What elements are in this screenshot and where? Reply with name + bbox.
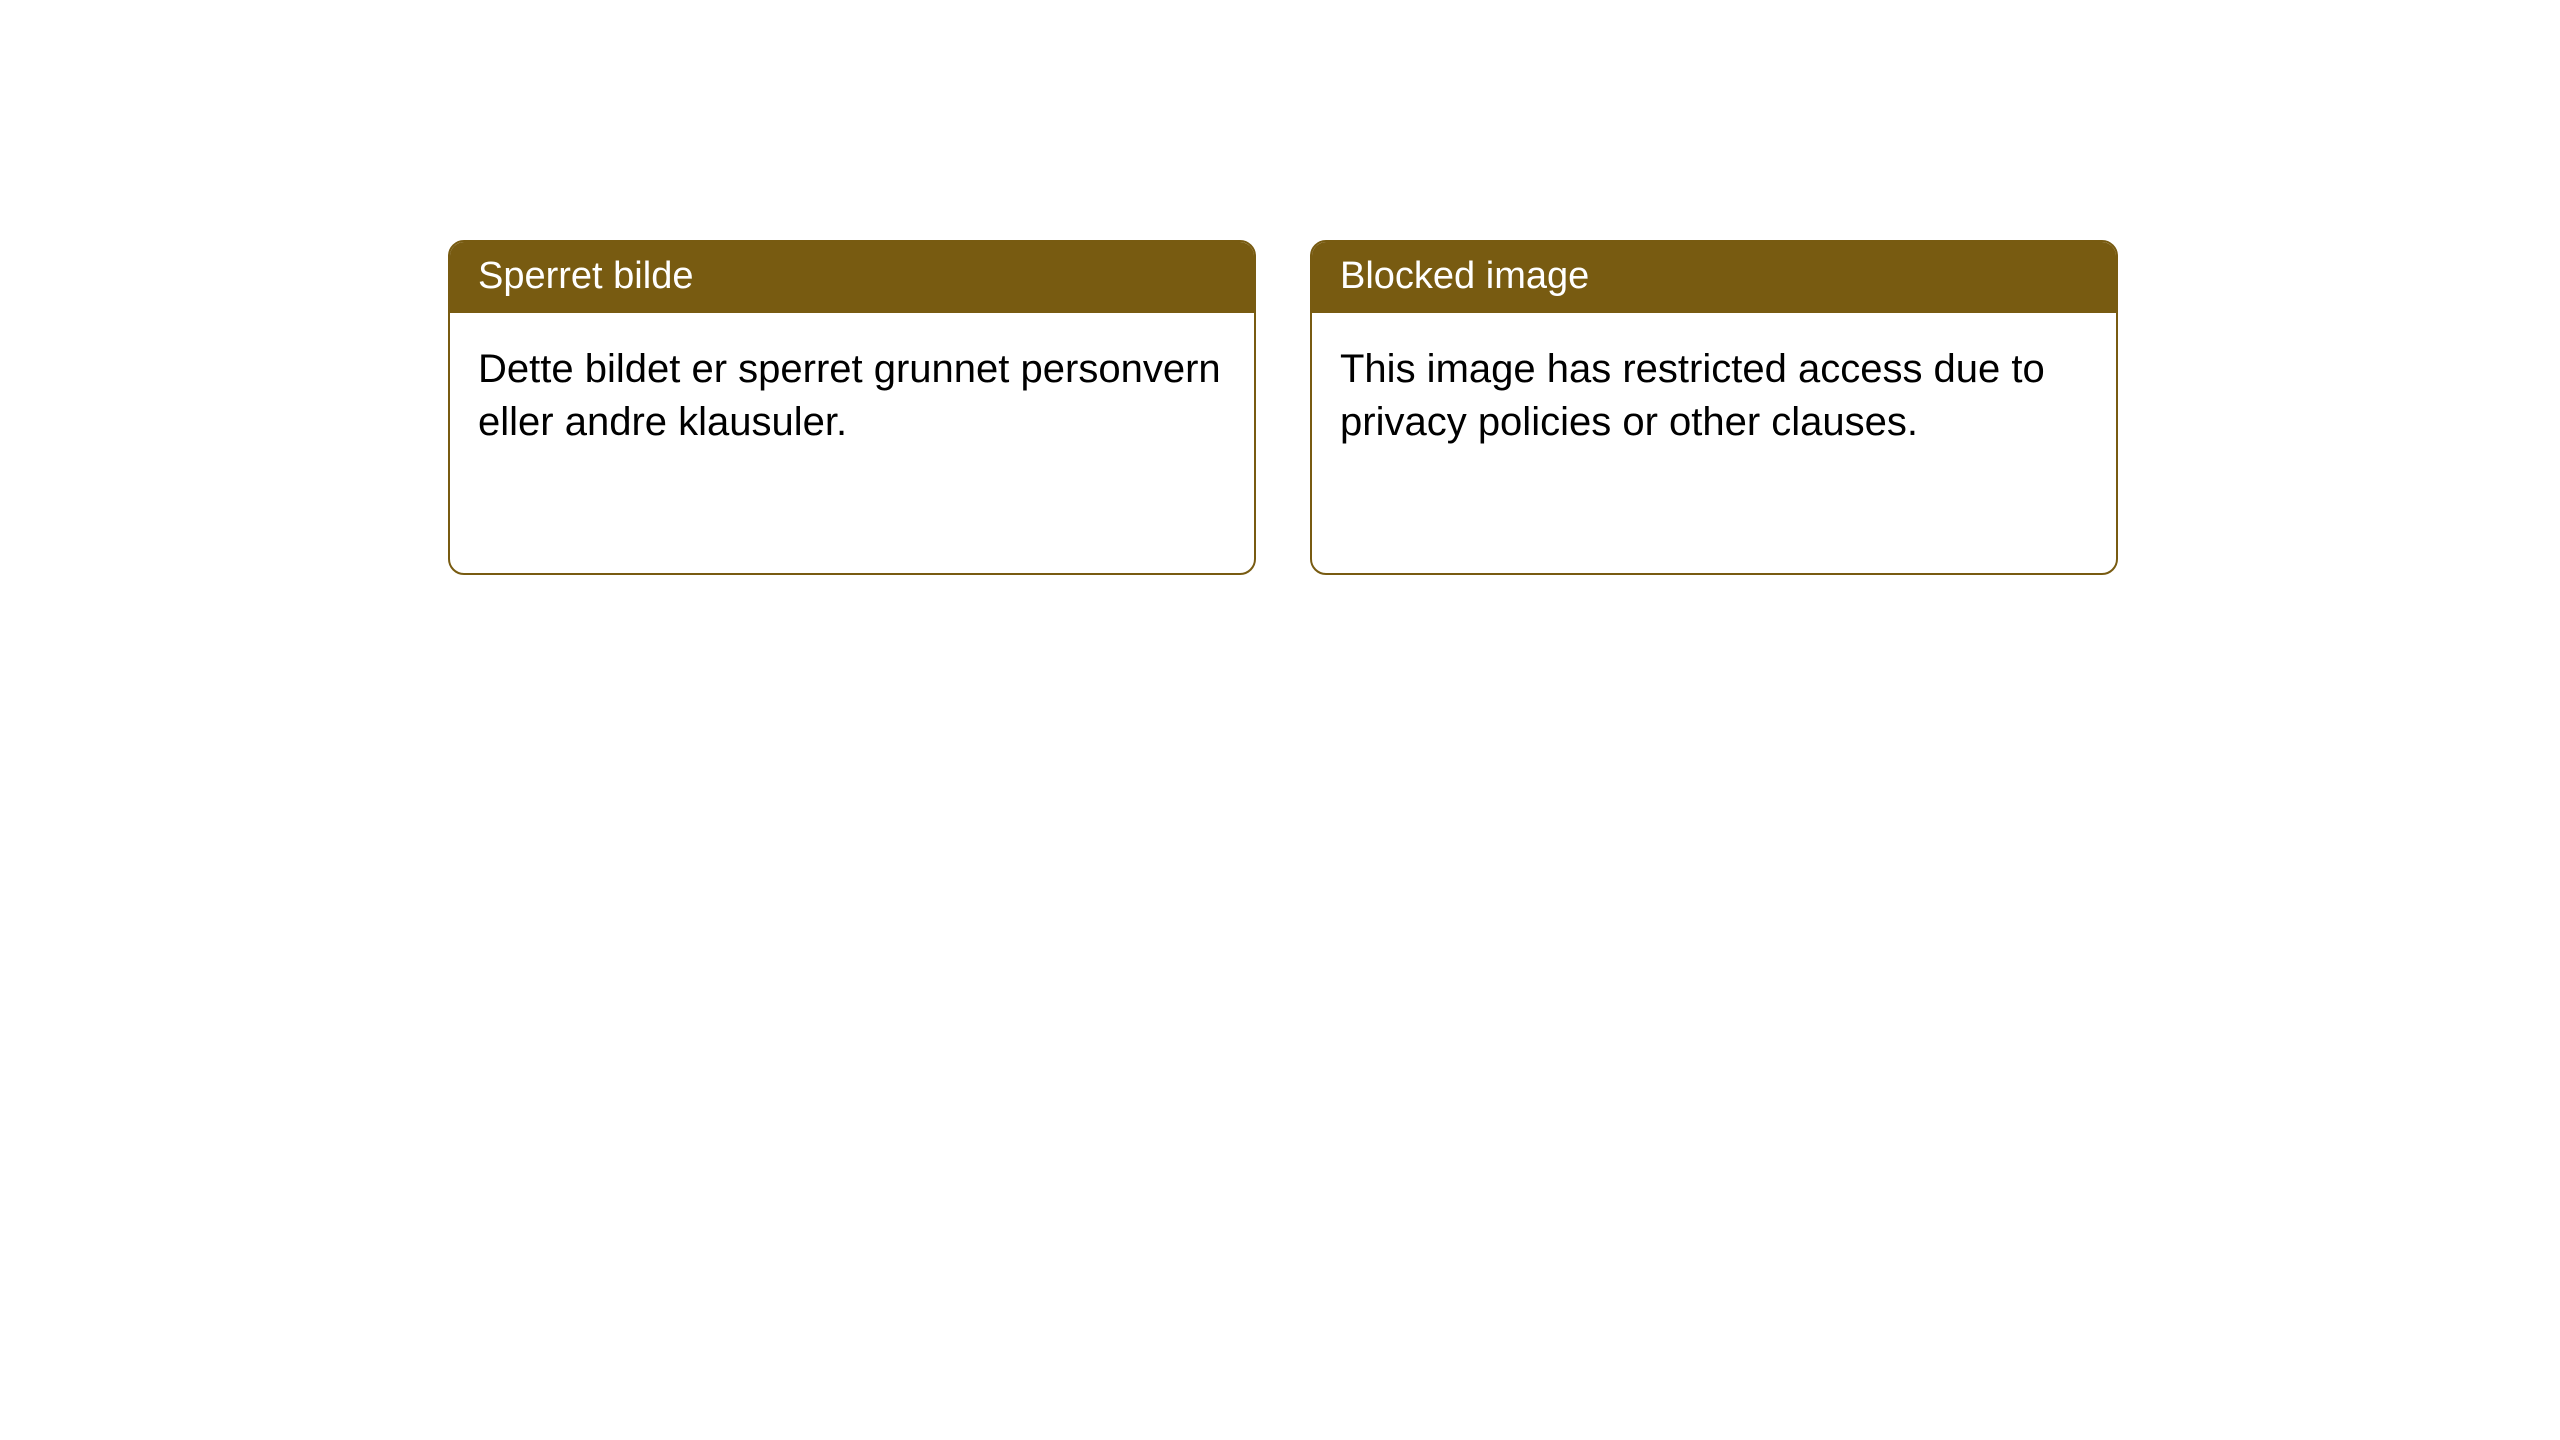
notice-container: Sperret bilde Dette bildet er sperret gr… bbox=[0, 0, 2560, 575]
notice-card-english: Blocked image This image has restricted … bbox=[1310, 240, 2118, 575]
card-body-text: This image has restricted access due to … bbox=[1312, 313, 2116, 479]
card-title: Blocked image bbox=[1312, 242, 2116, 313]
card-body-text: Dette bildet er sperret grunnet personve… bbox=[450, 313, 1254, 479]
notice-card-norwegian: Sperret bilde Dette bildet er sperret gr… bbox=[448, 240, 1256, 575]
card-title: Sperret bilde bbox=[450, 242, 1254, 313]
